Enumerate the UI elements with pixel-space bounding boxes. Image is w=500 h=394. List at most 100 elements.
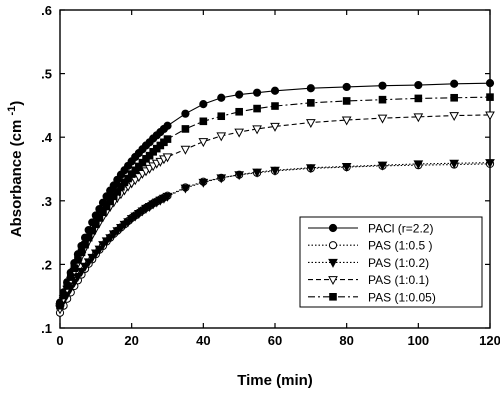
data-point xyxy=(252,168,262,178)
y-tick-label: .3 xyxy=(41,194,52,209)
x-axis-title: Time (min) xyxy=(237,372,313,389)
data-point xyxy=(305,119,316,129)
data-point xyxy=(378,81,387,90)
y-axis-title-main: Absorbance (cm xyxy=(8,116,25,238)
data-point xyxy=(216,174,227,184)
data-point xyxy=(70,264,79,273)
data-point xyxy=(83,258,94,268)
x-tick-label: 20 xyxy=(124,333,138,348)
data-point xyxy=(198,178,209,188)
x-tick-label: 40 xyxy=(196,333,210,348)
data-point xyxy=(81,240,89,249)
y-tick-label: .1 xyxy=(41,321,52,336)
data-point xyxy=(162,192,173,202)
data-point xyxy=(199,100,208,109)
data-point xyxy=(217,93,226,102)
data-point xyxy=(181,125,190,133)
data-point xyxy=(162,153,173,163)
data-point xyxy=(450,79,459,88)
data-point xyxy=(73,272,83,282)
data-point xyxy=(307,99,315,107)
y-tick-label: .5 xyxy=(41,67,52,82)
data-point xyxy=(414,80,423,90)
data-point xyxy=(105,234,116,244)
data-point xyxy=(235,107,243,116)
data-point xyxy=(87,253,98,263)
legend-box xyxy=(299,216,483,308)
data-point xyxy=(449,112,460,122)
x-tick-label: 80 xyxy=(339,333,353,348)
data-point xyxy=(413,160,424,170)
data-point xyxy=(485,79,495,88)
data-point xyxy=(66,273,75,281)
y-axis-title: Absorbance (cm -1) xyxy=(6,101,25,237)
data-point xyxy=(270,86,280,95)
data-point xyxy=(216,132,227,142)
y-axis-title-close: ) xyxy=(8,101,25,106)
legend-marker xyxy=(328,241,338,250)
legend-label: PAS (1:0.05) xyxy=(368,290,436,304)
data-point xyxy=(252,125,262,135)
data-point xyxy=(234,128,245,138)
legend-label: PAS (1:0.5 ) xyxy=(368,239,432,253)
y-tick-label: .4 xyxy=(41,130,53,145)
data-point xyxy=(92,220,100,229)
data-point xyxy=(199,117,208,126)
data-point xyxy=(235,90,244,99)
data-point xyxy=(252,88,262,97)
data-point xyxy=(342,97,351,105)
legend-marker xyxy=(329,293,337,301)
legend-marker xyxy=(328,223,338,233)
data-point xyxy=(163,135,172,143)
data-point xyxy=(98,241,108,251)
data-point xyxy=(305,164,316,174)
data-point xyxy=(94,245,105,255)
data-point xyxy=(485,111,495,121)
data-point xyxy=(84,233,93,242)
data-point xyxy=(413,113,424,123)
data-point xyxy=(377,161,388,171)
legend: PACl (r=2.2) PAS (1:0.5 ) PAS (1:0.2) PAS (… xyxy=(299,216,483,308)
data-point xyxy=(270,122,280,132)
data-point xyxy=(56,301,64,310)
data-point xyxy=(181,109,190,118)
y-tick-label: .6 xyxy=(41,3,52,18)
data-point xyxy=(59,291,68,300)
data-point xyxy=(342,82,351,92)
data-point xyxy=(180,184,191,194)
data-point xyxy=(306,84,315,93)
legend-label: PAS (1:0.1) xyxy=(368,273,429,287)
data-point xyxy=(485,159,495,169)
data-point xyxy=(163,121,172,130)
data-point xyxy=(80,262,90,272)
data-point xyxy=(74,256,82,264)
data-point xyxy=(414,94,423,103)
legend-label: PAS (1:0.2) xyxy=(368,256,429,270)
x-tick-label: 60 xyxy=(268,333,282,348)
data-point xyxy=(378,95,387,104)
data-point xyxy=(90,249,101,259)
data-point xyxy=(180,145,191,155)
data-point xyxy=(217,112,226,121)
legend-marker xyxy=(328,258,338,268)
legend-label: PACl (r=2.2) xyxy=(368,222,433,236)
data-point xyxy=(270,166,280,176)
data-point xyxy=(88,226,97,235)
y-axis-title-superscript: -1 xyxy=(6,106,18,116)
data-point xyxy=(63,282,71,290)
data-point xyxy=(77,248,86,257)
data-point xyxy=(450,93,458,102)
data-point xyxy=(449,159,460,169)
data-point xyxy=(76,267,87,277)
data-point xyxy=(198,138,209,148)
data-point xyxy=(486,93,494,101)
series-3 xyxy=(55,159,495,313)
data-point xyxy=(234,171,245,181)
legend-marker xyxy=(328,276,338,286)
x-tick-label: 100 xyxy=(407,333,429,348)
data-point xyxy=(271,102,279,110)
data-point xyxy=(341,162,352,172)
y-tick-label: .2 xyxy=(41,257,52,272)
